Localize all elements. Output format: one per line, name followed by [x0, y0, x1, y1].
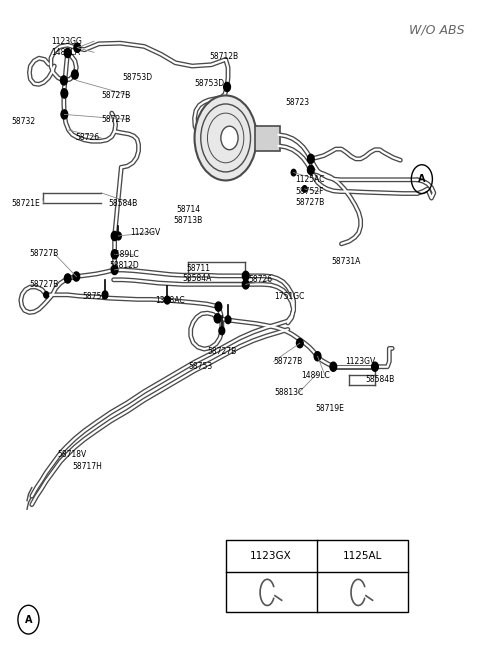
Circle shape	[61, 89, 66, 96]
Circle shape	[221, 126, 238, 150]
Text: 1489LC: 1489LC	[110, 250, 139, 259]
FancyBboxPatch shape	[255, 126, 280, 151]
Circle shape	[64, 274, 71, 283]
Text: W/O ABS: W/O ABS	[409, 24, 465, 37]
Circle shape	[314, 352, 321, 361]
Circle shape	[215, 315, 220, 322]
Text: 58714: 58714	[177, 206, 201, 214]
Circle shape	[225, 316, 231, 324]
Circle shape	[242, 280, 249, 289]
Circle shape	[64, 48, 71, 58]
Text: 58712B: 58712B	[209, 52, 238, 61]
Circle shape	[61, 110, 68, 119]
Circle shape	[308, 166, 314, 174]
Circle shape	[297, 339, 303, 348]
Text: 58732: 58732	[11, 117, 36, 126]
Text: 1123GX: 1123GX	[250, 551, 292, 561]
Text: 1123GV: 1123GV	[130, 227, 160, 236]
Text: 1123GV: 1123GV	[345, 357, 375, 366]
Circle shape	[219, 327, 225, 335]
Text: 58726: 58726	[249, 275, 273, 284]
Text: 58727B: 58727B	[295, 198, 324, 207]
Circle shape	[291, 170, 296, 176]
Circle shape	[62, 111, 67, 118]
Text: 58727B: 58727B	[29, 280, 59, 289]
Circle shape	[111, 265, 118, 274]
Text: 58723: 58723	[286, 98, 310, 107]
Text: 1489LC: 1489LC	[301, 371, 330, 381]
Circle shape	[243, 272, 248, 279]
Text: 58753: 58753	[82, 291, 106, 301]
Circle shape	[112, 251, 117, 257]
Text: 58584B: 58584B	[365, 375, 395, 384]
Circle shape	[194, 96, 257, 180]
Circle shape	[75, 45, 80, 51]
Text: 58753D: 58753D	[123, 73, 153, 83]
Circle shape	[111, 231, 118, 240]
Circle shape	[331, 364, 336, 370]
Text: 58727B: 58727B	[29, 249, 59, 258]
Text: 58711: 58711	[186, 263, 210, 272]
Text: 58717H: 58717H	[72, 462, 102, 470]
Text: 58584A: 58584A	[182, 274, 212, 283]
Text: A: A	[418, 174, 426, 184]
Circle shape	[116, 232, 121, 240]
Text: 58753: 58753	[189, 362, 213, 371]
Text: 58727B: 58727B	[101, 115, 131, 124]
Text: 58727B: 58727B	[274, 357, 303, 366]
Text: 1123GG: 1123GG	[51, 37, 82, 46]
Circle shape	[73, 272, 80, 281]
Text: 58727B: 58727B	[101, 91, 131, 100]
Text: 58584B: 58584B	[108, 199, 138, 208]
Circle shape	[214, 314, 221, 323]
Circle shape	[215, 302, 222, 311]
Bar	[226, 540, 408, 612]
Circle shape	[102, 291, 108, 299]
Circle shape	[72, 70, 78, 79]
Text: 58752F: 58752F	[295, 187, 324, 196]
Text: 1125AL: 1125AL	[342, 551, 382, 561]
Text: A: A	[24, 614, 32, 625]
Circle shape	[61, 89, 68, 98]
Text: 1125AC: 1125AC	[295, 176, 324, 184]
Circle shape	[242, 271, 249, 280]
Circle shape	[111, 250, 118, 259]
Circle shape	[330, 362, 336, 371]
Text: 58727B: 58727B	[207, 346, 237, 356]
Text: 58713B: 58713B	[173, 216, 202, 225]
Text: 58719E: 58719E	[316, 404, 345, 413]
Circle shape	[224, 83, 230, 92]
Text: 1489LA: 1489LA	[51, 48, 80, 57]
Circle shape	[308, 155, 314, 164]
Circle shape	[44, 291, 48, 298]
Circle shape	[298, 340, 302, 346]
Circle shape	[372, 362, 378, 371]
Text: 58813C: 58813C	[275, 388, 304, 398]
Text: 58731A: 58731A	[331, 257, 360, 266]
Text: 58753D: 58753D	[194, 79, 225, 88]
Circle shape	[60, 76, 67, 85]
Text: 58718V: 58718V	[57, 451, 86, 459]
Text: 58726: 58726	[75, 134, 99, 142]
Circle shape	[164, 296, 170, 304]
Text: 58721E: 58721E	[11, 199, 40, 208]
Circle shape	[74, 43, 81, 52]
Circle shape	[74, 273, 79, 280]
Text: 1338AC: 1338AC	[155, 295, 184, 305]
Text: 58812D: 58812D	[110, 261, 140, 270]
Circle shape	[302, 185, 307, 192]
Circle shape	[112, 233, 117, 239]
Circle shape	[224, 84, 229, 90]
Text: 1751GC: 1751GC	[275, 292, 305, 301]
